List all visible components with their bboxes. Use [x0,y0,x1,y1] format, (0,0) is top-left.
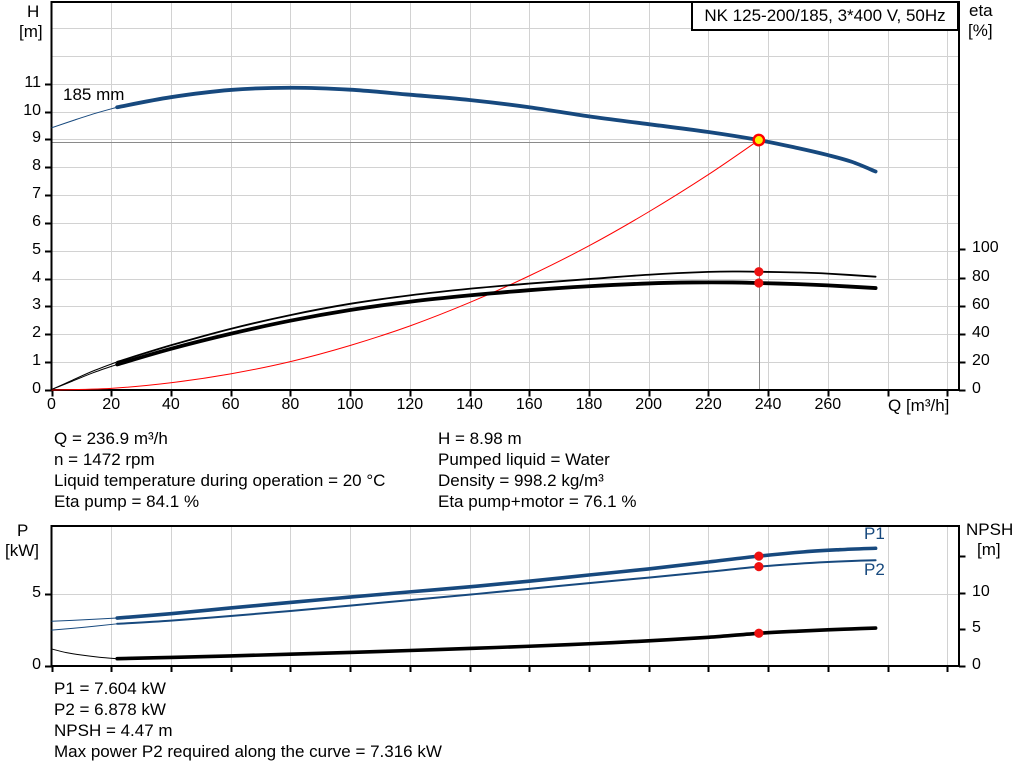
x-tick-label: 200 [635,396,663,413]
npsh-curve-extension [51,648,118,660]
x-tick-label: 80 [281,396,300,413]
info-line-density: Density = 998.2 kg/m³ [438,471,604,490]
x-tick-label: 60 [221,396,240,413]
right-tick-label: 40 [972,323,990,341]
impeller-diameter-label: 185 mm [63,85,125,104]
eta-pump-duty-dot [754,267,764,277]
info-line-temp: Liquid temperature during operation = 20… [54,471,386,490]
left-tick-label: 0 [32,656,41,673]
q-axis-label: Q [m³/h] [888,396,950,415]
h-axis-unit: [m] [19,22,43,41]
qh-curve-extension [51,106,118,129]
eta-pump-motor-extension [51,363,118,391]
x-tick-label: 120 [396,396,424,413]
x-tick-label: 40 [162,396,180,413]
eta-pump-motor-duty-dot [754,278,764,288]
info-line-maxp2: Max power P2 required along the curve = … [54,742,442,761]
power-data-block: P1 = 7.604 kW P2 = 6.878 kW NPSH = 4.47 … [54,678,442,762]
left-tick-label: 2 [32,324,41,342]
eta-axis-unit: [%] [968,21,993,40]
x-tick-label: 220 [695,396,722,413]
info-line-p1: P1 = 7.604 kW [54,679,166,698]
info-line-q: Q = 236.9 m³/h [54,429,168,448]
left-tick-label: 7 [32,185,41,203]
left-tick-label: 5 [32,240,41,258]
x-tick-label: 240 [754,396,782,413]
right-tick-label: 20 [972,351,990,369]
info-line-n: n = 1472 rpm [54,450,155,469]
pump-title-box: NK 125-200/185, 3*400 V, 50Hz [691,1,959,31]
qh-curve [115,85,878,174]
left-tick-label: 0 [32,380,41,397]
right-tick-label: 10 [972,582,990,600]
pump-title: NK 125-200/185, 3*400 V, 50Hz [704,6,946,25]
p1-curve-extension [51,617,118,622]
eta-pump-motor-curve [115,280,878,367]
p1-duty-dot [754,551,764,561]
duty-point-marker [752,133,766,147]
p2-curve [116,559,877,625]
info-line-p2: P2 = 6.878 kW [54,700,166,719]
right-tick-label: 0 [972,656,981,673]
left-tick-label: 4 [32,268,41,286]
h-axis-label: H [27,2,40,21]
x-tick-label: 100 [336,396,364,413]
left-tick-label: 10 [23,101,41,119]
info-line-liquid: Pumped liquid = Water [438,450,610,469]
npsh-duty-dot [754,628,764,638]
eta-axis-label: eta [969,1,993,20]
eta-pump-curve [116,270,877,363]
right-tick-label: 5 [972,619,981,637]
right-tick-label: 80 [972,267,990,285]
p-axis-label: P [17,521,29,540]
left-tick-label: 5 [32,583,41,601]
info-line-eta-pump-motor: Eta pump+motor = 76.1 % [438,492,637,511]
npsh-curve [115,626,878,661]
left-tick-label: 6 [32,212,41,230]
left-tick-label: 9 [32,129,41,147]
left-tick-label: 1 [32,352,41,370]
npsh-axis-unit: [m] [977,540,1001,559]
right-tick-label: 100 [972,239,999,257]
right-tick-label: 0 [972,380,981,397]
x-tick-label: 0 [47,396,56,413]
info-line-npsh: NPSH = 4.47 m [54,721,173,740]
p2-curve-label: P2 [864,560,885,579]
left-tick-label: 3 [32,296,41,314]
info-line-h: H = 8.98 m [438,429,522,448]
x-tick-label: 260 [814,396,842,413]
left-tick-label: 11 [24,73,41,91]
x-tick-label: 140 [456,396,483,413]
p2-curve-extension [51,623,118,631]
operating-data-right: H = 8.98 m Pumped liquid = Water Density… [438,428,636,512]
x-tick-label: 160 [515,396,543,413]
x-tick-label: 180 [575,396,603,413]
plot-border [50,525,961,667]
left-tick-label: 8 [32,157,41,175]
x-tick-label: 20 [102,396,121,413]
right-tick-label: 60 [972,295,990,313]
p2-duty-dot [754,562,764,572]
info-line-eta-pump: Eta pump = 84.1 % [54,492,200,511]
system-curve [51,139,760,391]
operating-data-left: Q = 236.9 m³/h n = 1472 rpm Liquid tempe… [54,428,385,512]
p-axis-unit: [kW] [5,541,39,560]
npsh-axis-label: NPSH [966,520,1014,539]
p1-curve-label: P1 [864,524,885,543]
p1-curve [115,546,878,620]
